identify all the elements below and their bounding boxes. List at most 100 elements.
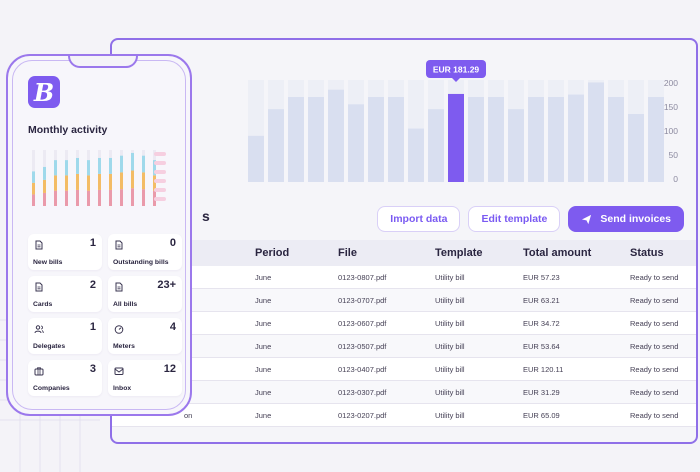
mini-bar-segment xyxy=(109,189,112,206)
cell-period: June xyxy=(255,410,272,420)
send-invoices-button[interactable]: Send invoices xyxy=(568,206,684,232)
table-body: June 0123-0807.pdf Utility bill EUR 57.23 Re… xyxy=(112,266,696,427)
mini-bar-segment xyxy=(142,172,145,190)
bar xyxy=(648,97,664,182)
mini-bar-segment xyxy=(65,175,68,191)
cell-template: Utility bill xyxy=(435,364,465,374)
bar xyxy=(308,97,324,182)
cell-period: June xyxy=(255,272,272,282)
bar xyxy=(328,89,344,182)
cell-period: June xyxy=(255,295,272,305)
tile-label: Delegates xyxy=(33,343,66,350)
bar xyxy=(248,135,264,182)
tile-outstanding-bills[interactable]: 0 Outstanding bills xyxy=(108,234,182,270)
tooltip-label: EUR 181.29 xyxy=(433,65,480,75)
bar xyxy=(268,109,284,182)
tile-companies[interactable]: 3 Companies xyxy=(28,360,102,396)
desktop-window: EUR 181.29 200 150 100 50 0 s Import data Edi… xyxy=(110,38,698,444)
bar xyxy=(628,114,644,182)
mini-bar-track xyxy=(120,150,123,156)
tile-meters[interactable]: 4 Meters xyxy=(108,318,182,354)
header-total-amount: Total amount xyxy=(523,247,592,259)
cell-file: 0123-0507.pdf xyxy=(338,341,387,351)
tile-count: 23+ xyxy=(157,279,176,291)
tile-new-bills[interactable]: 1 New bills xyxy=(28,234,102,270)
cell-template: Utility bill xyxy=(435,341,465,351)
gauge-icon xyxy=(114,324,124,334)
mini-bar-segment xyxy=(142,189,145,206)
document-icon xyxy=(114,240,124,250)
mini-bar-track xyxy=(32,150,35,172)
mini-bar-track xyxy=(54,150,57,161)
mini-bar-segment xyxy=(153,175,156,191)
y-tick-label: 150 xyxy=(664,102,678,112)
invoice-table: Period File Template Total amount Status… xyxy=(112,240,696,427)
tile-inbox[interactable]: 12 Inbox xyxy=(108,360,182,396)
send-invoices-label: Send invoices xyxy=(600,213,671,225)
cell-status: Ready to send xyxy=(630,364,679,374)
tile-count: 2 xyxy=(89,279,96,291)
tile-all-bills[interactable]: 23+ All bills xyxy=(108,276,182,312)
tile-label: Inbox xyxy=(113,385,132,392)
cell-status: Ready to send xyxy=(630,387,679,397)
cell-file: 0123-0307.pdf xyxy=(338,387,387,397)
table-row[interactable]: June 0123-0707.pdf Utility bill EUR 63.21 Re… xyxy=(112,289,696,312)
import-data-button[interactable]: Import data xyxy=(377,206,461,232)
table-row[interactable]: June 0123-0307.pdf Utility bill EUR 31.29 Re… xyxy=(112,381,696,404)
bar xyxy=(608,97,624,182)
mini-bar-segment xyxy=(32,194,35,206)
tile-label: New bills xyxy=(33,259,63,266)
mini-bar-segment xyxy=(98,157,101,174)
tile-count: 1 xyxy=(89,237,96,249)
cell-amount: EUR 31.29 xyxy=(523,387,560,397)
send-icon xyxy=(582,214,592,224)
mini-bar-segment xyxy=(54,175,57,191)
mini-bar-segment xyxy=(120,189,123,206)
tile-label: Outstanding bills xyxy=(113,259,169,266)
bar xyxy=(488,97,504,182)
cell-status: Ready to send xyxy=(630,410,679,420)
header-period: Period xyxy=(255,247,290,259)
bar xyxy=(368,97,384,182)
table-row[interactable]: June 0123-0507.pdf Utility bill EUR 53.64 Re… xyxy=(112,335,696,358)
table-row[interactable]: on June 0123-0207.pdf Utility bill EUR 65.09… xyxy=(112,404,696,427)
mini-bar-track xyxy=(87,150,90,161)
tile-count: 0 xyxy=(169,237,176,249)
mini-bar-segment xyxy=(98,189,101,206)
tile-delegates[interactable]: 1 Delegates xyxy=(28,318,102,354)
tile-label: Companies xyxy=(33,385,70,392)
cell-template: Utility bill xyxy=(435,272,465,282)
table-row[interactable]: June 0123-0407.pdf Utility bill EUR 120.11 R… xyxy=(112,358,696,381)
legend-chip xyxy=(154,188,166,192)
tile-count: 3 xyxy=(89,363,96,375)
cell-status: Ready to send xyxy=(630,318,679,328)
phone-frame: B Monthly activity 1 New bills 0 Outstandin… xyxy=(6,54,192,416)
mini-bar-segment xyxy=(87,190,90,206)
tile-cards[interactable]: 2 Cards xyxy=(28,276,102,312)
table-header: Period File Template Total amount Status xyxy=(112,240,696,266)
cell-status: Ready to send xyxy=(630,295,679,305)
mini-bar-segment xyxy=(131,170,134,189)
mini-bar-segment xyxy=(32,182,35,195)
mini-bar-segment xyxy=(65,190,68,206)
table-row[interactable]: June 0123-0807.pdf Utility bill EUR 57.23 Re… xyxy=(112,266,696,289)
table-row[interactable]: June 0123-0607.pdf Utility bill EUR 34.72 Re… xyxy=(112,312,696,335)
mini-bar-segment xyxy=(131,152,134,171)
tile-label: All bills xyxy=(113,301,138,308)
cell-template: Utility bill xyxy=(435,410,465,420)
monthly-activity-chart xyxy=(32,150,166,206)
bar-tooltip: EUR 181.29 xyxy=(426,60,486,82)
legend-chip xyxy=(154,161,166,165)
bar xyxy=(548,97,564,182)
mini-bar-segment xyxy=(65,160,68,176)
cell-period: June xyxy=(255,364,272,374)
mini-bar-segment xyxy=(54,160,57,176)
mini-bar-segment xyxy=(153,160,156,176)
mini-bar-segment xyxy=(43,179,46,193)
edit-template-button[interactable]: Edit template xyxy=(468,206,561,232)
cell-file: 0123-0707.pdf xyxy=(338,295,387,305)
cell-period: June xyxy=(255,387,272,397)
bar xyxy=(428,109,444,182)
mini-bar-track xyxy=(131,150,134,153)
document-icon xyxy=(34,282,44,292)
